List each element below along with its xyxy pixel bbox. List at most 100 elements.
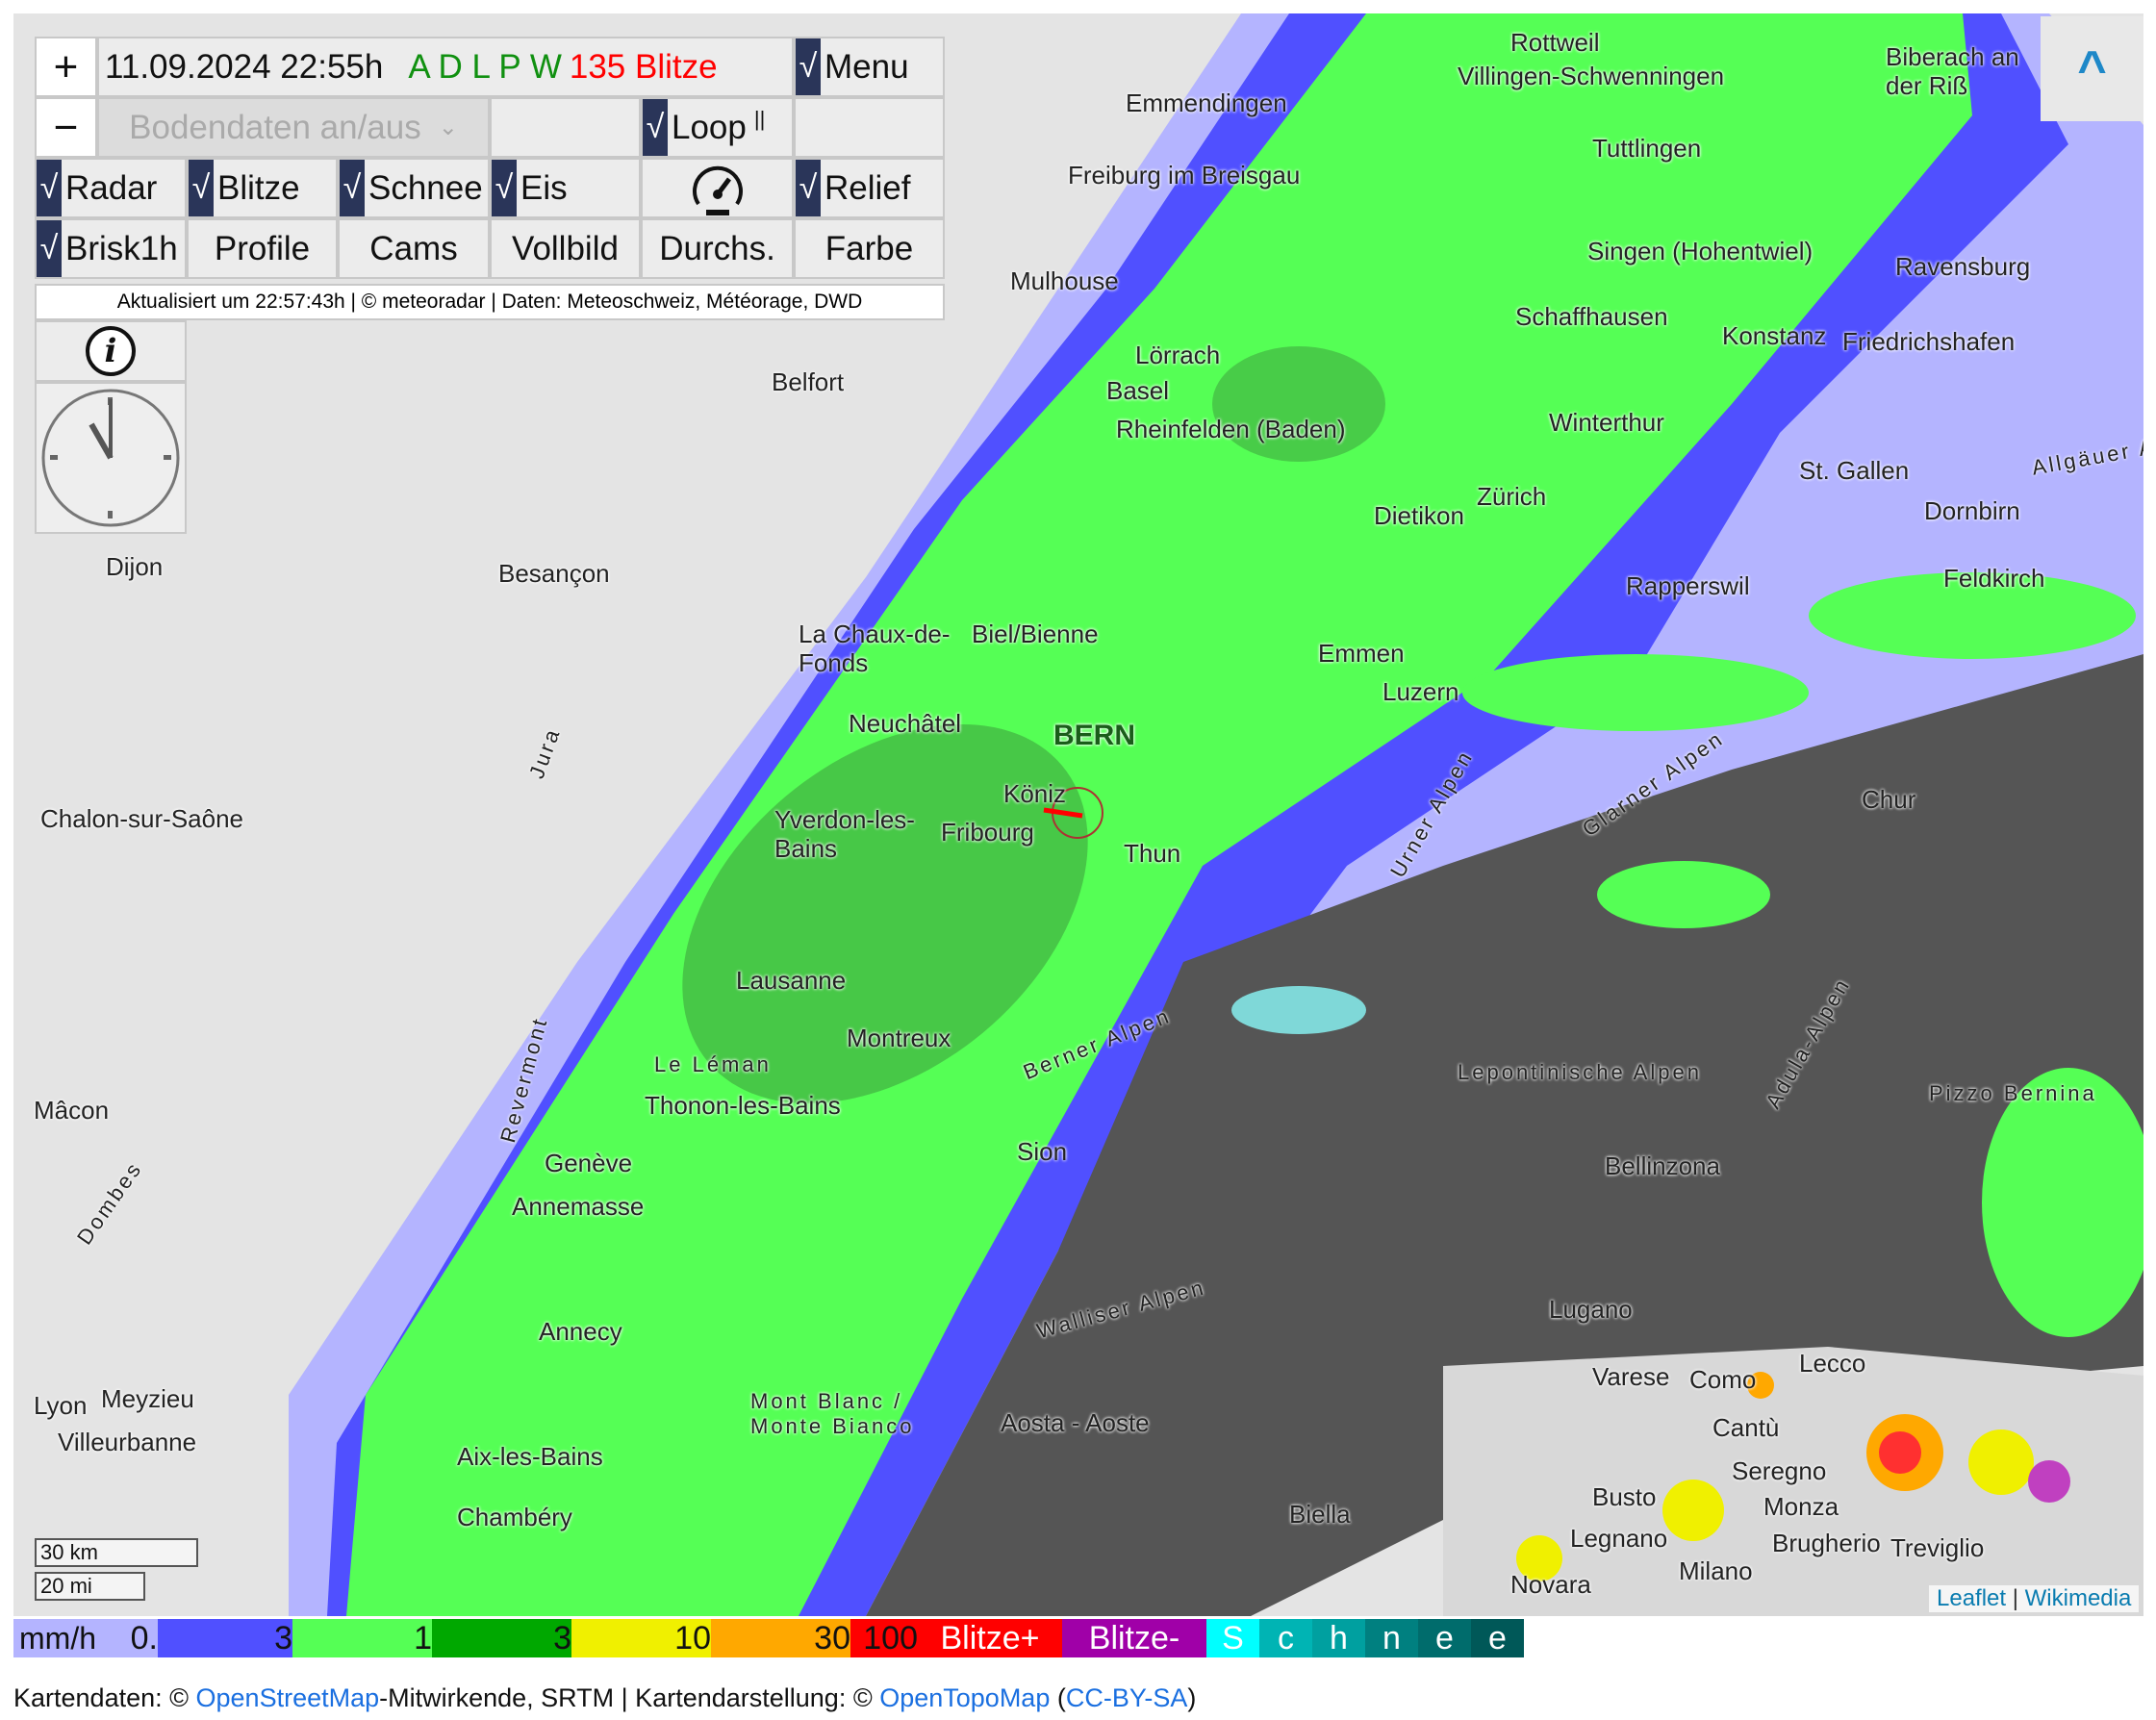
button-vollbild[interactable]: Vollbild [490, 218, 641, 279]
clock-widget [35, 382, 187, 534]
chevron-up-icon: ^ [2077, 40, 2107, 97]
check-icon: √ [796, 38, 821, 95]
city-label: Meyzieu [101, 1384, 194, 1413]
city-label: Sion [1017, 1137, 1068, 1166]
legend-item: Blitze- [1062, 1619, 1206, 1657]
city-label: Dietikon [1374, 501, 1464, 530]
legend-unit: mm/h [19, 1620, 96, 1656]
radar-overlay [13, 13, 2143, 1616]
city-label: Biella [1289, 1500, 1351, 1529]
region-label: Le Léman [654, 1052, 772, 1076]
menu-toggle[interactable]: √ Menu [794, 37, 945, 97]
city-label: Lecco [1799, 1349, 1866, 1378]
city-label: Annemasse [512, 1192, 645, 1221]
toggle-brisk1h-label: Brisk1h [65, 229, 178, 267]
toggle-blitze[interactable]: √ Blitze [187, 158, 338, 218]
ground-data-select[interactable]: Bodendaten an/aus ⌄ [97, 97, 490, 158]
check-icon: √ [492, 160, 517, 216]
city-label: Singen (Hohentwiel) [1587, 237, 1814, 266]
city-label: Biberach an der Riß [1886, 42, 2019, 100]
check-icon: √ [189, 160, 214, 216]
info-icon: i [86, 326, 136, 376]
button-profile[interactable]: Profile [187, 218, 338, 279]
legend-item: 30 [711, 1619, 850, 1657]
toggle-blitze-label: Blitze [217, 168, 300, 207]
city-label: Legnano [1570, 1524, 1668, 1553]
legend-item: h [1312, 1619, 1365, 1657]
loop-toggle[interactable]: √ Loop || [641, 97, 794, 158]
snow-patch [1231, 986, 1366, 1034]
zoom-out-button[interactable]: − [35, 97, 97, 158]
city-label: Monza [1763, 1492, 1839, 1521]
wikimedia-link[interactable]: Wikimedia [2024, 1585, 2132, 1611]
pause-icon: || [753, 107, 766, 131]
city-label: Aosta - Aoste [1001, 1408, 1150, 1437]
check-icon: √ [37, 160, 62, 216]
city-label: Luzern [1382, 677, 1459, 706]
legend-item: Blitze+ [918, 1619, 1062, 1657]
legend-item: e [1471, 1619, 1524, 1657]
station-codes: A D L P W [408, 47, 562, 86]
city-label: BERN [1053, 720, 1136, 751]
toggle-brisk1h[interactable]: √ Brisk1h [35, 218, 187, 279]
info-button[interactable]: i [35, 320, 187, 382]
legend-item: c [1259, 1619, 1312, 1657]
radar-green [346, 13, 1972, 1616]
city-label: St. Gallen [1799, 456, 1910, 485]
radar-green-dark [1212, 346, 1385, 462]
toggle-eis-label: Eis [520, 168, 568, 207]
toggle-schnee[interactable]: √ Schnee [338, 158, 490, 218]
button-durchs[interactable]: Durchs. [641, 218, 794, 279]
region-label: Pizzo Bernina [1929, 1081, 2097, 1105]
collapse-panel-button[interactable]: ^ [2041, 16, 2143, 121]
city-label: Basel [1106, 376, 1170, 405]
location-marker [1043, 807, 1083, 819]
legend-item: mm/h 0. [13, 1619, 158, 1657]
city-label: Genève [545, 1149, 633, 1177]
city-label: Thonon-les-Bains [645, 1091, 841, 1120]
city-label: Cantù [1712, 1413, 1780, 1442]
city-label: Biel/Bienne [972, 620, 1099, 648]
radar-map[interactable]: Emmendingen Freiburg im Breisgau Mulhouse B… [13, 13, 2143, 1616]
toggle-schnee-label: Schnee [368, 168, 483, 207]
city-label: Feldkirch [1943, 564, 2045, 593]
legend-item: 3 [158, 1619, 292, 1657]
button-farbe[interactable]: Farbe [794, 218, 945, 279]
button-durchs-label: Durchs. [659, 229, 775, 267]
city-label: La Chaux-de-Fonds [799, 620, 951, 677]
city-label: Freiburg im Breisgau [1068, 161, 1301, 190]
italy-plain [1443, 1347, 2143, 1616]
button-vollbild-label: Vollbild [512, 229, 619, 267]
toggle-radar[interactable]: √ Radar [35, 158, 187, 218]
toggle-relief-label: Relief [824, 168, 911, 207]
city-label: Besançon [498, 559, 610, 588]
speed-button[interactable] [641, 158, 794, 218]
leaflet-link[interactable]: Leaflet [1937, 1585, 2007, 1611]
speed-gauge-icon [692, 165, 743, 215]
radar-green-dark [682, 723, 1088, 1104]
city-label: Ravensburg [1895, 252, 2031, 281]
opentopomap-link[interactable]: OpenTopoMap [879, 1683, 1051, 1712]
city-label: Rottweil [1510, 28, 1600, 57]
legend-item: 100 [850, 1619, 918, 1657]
city-label: Villeurbanne [58, 1428, 197, 1456]
city-label: Mulhouse [1010, 266, 1119, 295]
lightning-count: 135 Blitze [569, 47, 718, 86]
scale-km: 30 km [35, 1538, 198, 1567]
license-link[interactable]: CC-BY-SA [1065, 1683, 1188, 1712]
toggle-radar-label: Radar [65, 168, 158, 207]
city-label: Lausanne [736, 966, 847, 995]
openstreetmap-link[interactable]: OpenStreetMap [195, 1683, 380, 1712]
city-label: Brugherio [1772, 1529, 1881, 1557]
legend-item: e [1418, 1619, 1471, 1657]
legend-item: n [1365, 1619, 1418, 1657]
button-cams[interactable]: Cams [338, 218, 490, 279]
radar-green-patch [1809, 572, 2136, 659]
legend-item: 10 [571, 1619, 711, 1657]
toggle-eis[interactable]: √ Eis [490, 158, 641, 218]
zoom-in-button[interactable]: + [35, 37, 97, 97]
radar-green-patch [1462, 654, 1809, 731]
region-label: Mont Blanc / Monte Bianco [750, 1389, 915, 1438]
toggle-relief[interactable]: √ Relief [794, 158, 945, 218]
